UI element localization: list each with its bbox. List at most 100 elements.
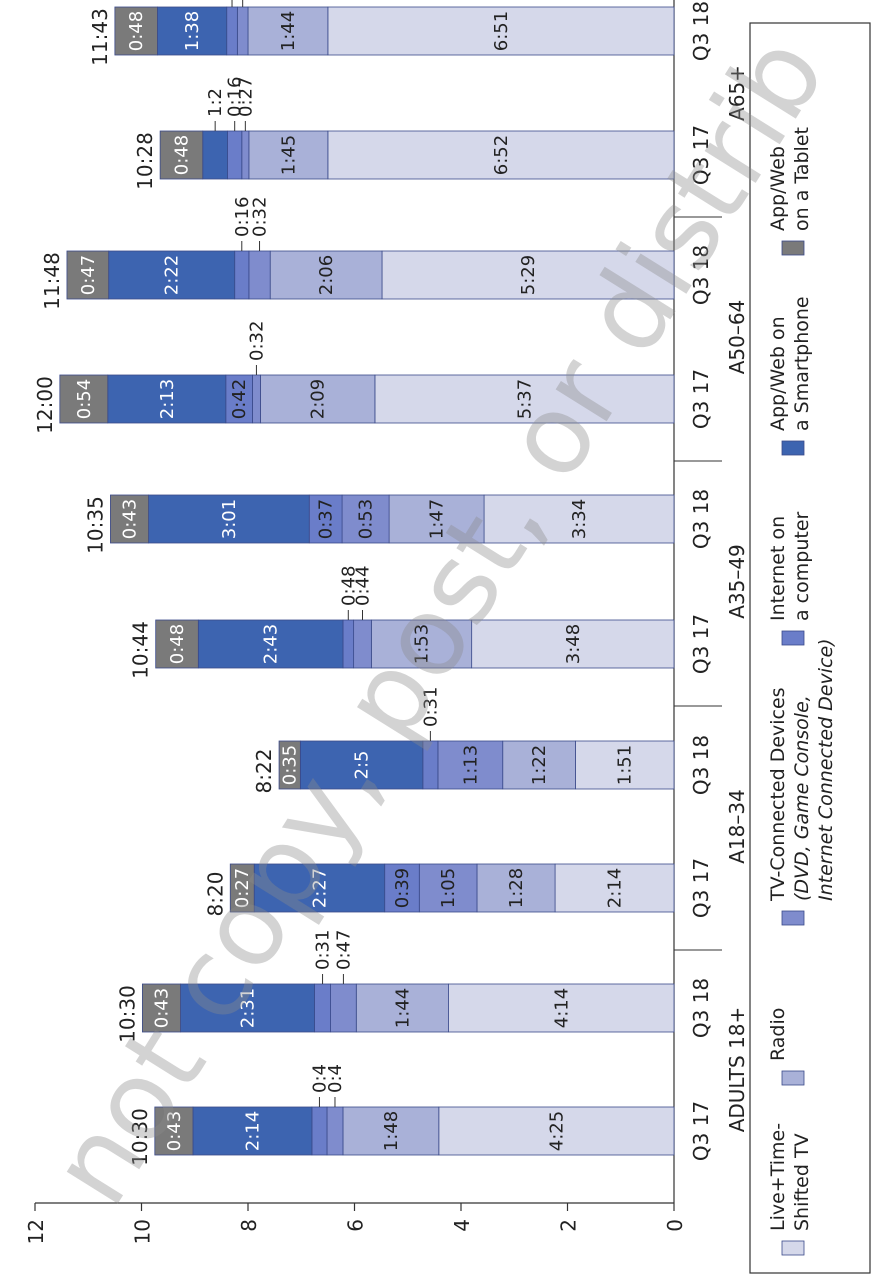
bar-total-label: 12:00 [33,376,57,434]
legend-box [749,22,871,1274]
bar-value-label: 2:22 [162,255,183,295]
bar-value-label: 2:14 [242,1111,263,1151]
legend-item: App/Web on a Tablet [767,127,813,256]
bar-value-label: 0:4 [325,1064,346,1093]
bar-value-label: 3:34 [569,499,590,539]
bar-value-label: 0:27 [232,868,253,908]
bar-stack: 4:25 1:48 0:40:4 2:14 0:43 10:30 [128,1064,675,1166]
bar-segment [159,130,204,180]
bar-segment [278,740,301,790]
group-label: ADULTS 18+ [725,1007,749,1133]
x-tick-label: Q3 17 [689,858,713,918]
bar-value-label: 0:16 [225,77,246,117]
bar-total-label: 10:28 [133,132,157,190]
bar-segment [227,130,243,180]
bar-value-label: 1:28 [506,868,527,908]
legend-label: App/Web on [767,316,789,431]
bar-total-label: 10:30 [128,1108,152,1166]
bar-value-label: 5:37 [514,379,535,419]
bar-total-label: 8:20 [203,872,227,917]
bar-value-label: 2:31 [238,988,259,1028]
bar-segment [234,250,250,300]
legend-label: (DVD, Game Console, [791,695,813,901]
bar-value-label: 0:47 [333,930,354,970]
bar-value-label: 2:06 [316,255,337,295]
bar-value-label: 1:45 [278,135,299,175]
bar-value-label: 3:01 [219,499,240,539]
bar-value-label: 0:31 [420,687,441,727]
bar-value-label: 5:29 [518,255,539,295]
x-tick-label: Q3 17 [689,369,713,429]
legend-swatch [781,1240,805,1256]
y-tick-label: 6 [344,1219,368,1232]
bar-value-label: 2:09 [308,379,329,419]
bar-total-label: 10:30 [115,985,139,1043]
bar-segment [155,619,199,669]
legend-swatch [781,240,805,256]
bar-value-label: 0:53 [356,499,377,539]
bar-value-label: 2:27 [309,868,330,908]
bar-value-label: 0:48 [338,566,359,606]
legend-item: Radio [767,1008,805,1086]
bar-segment [241,130,250,180]
bar-value-label: 4:14 [551,988,572,1028]
bar-value-label: 6:51 [491,11,512,51]
bar-value-label: 1:2 [205,88,226,117]
bar-value-label: 2:5 [352,751,373,780]
bar-segment [141,983,181,1033]
bar-segment [202,130,228,180]
bar-value-label: 0:16 [232,197,253,237]
legend-label: App/Web [767,146,789,231]
bar-segment [252,374,261,424]
chart-legend: Live+Time- Shifted TV Radio TV-Connected De… [749,22,871,1274]
bar-value-label: 2:14 [605,868,626,908]
group-label: A50–64 [725,300,749,375]
bar-value-label: 0:43 [164,1111,185,1151]
bar-value-label: 0:31 [313,930,334,970]
bar-value-label: 2:43 [261,624,282,664]
bar-total-label: 8:22 [252,749,276,794]
bar-value-label: 1:13 [460,745,481,785]
bar-segment [330,983,357,1033]
bar-value-label: 0:48 [171,135,192,175]
y-tick-label: 2 [557,1219,581,1232]
y-tick-label: 10 [131,1219,155,1244]
bar-value-label: 0:35 [280,745,301,785]
bar-stack: 4:14 1:44 0:470:31 2:31 0:43 10:30 [115,930,675,1043]
bar-value-label: 0:4 [309,1064,330,1093]
bar-value-label: 0:48 [167,624,188,664]
bar-value-label: 0:48 [126,11,147,51]
x-tick-label: Q3 17 [689,1101,713,1161]
y-tick-label: 0 [663,1219,687,1232]
bar-value-label: 6:52 [491,135,512,175]
legend-label: Internet on [767,516,789,621]
bar-value-label: 1:44 [278,11,299,51]
bar-value-label: 0:44 [352,566,373,606]
group-label: A35–49 [725,544,749,619]
bar-value-label: 1:22 [529,745,550,785]
bar-stack: 5:37 2:09 0:32 0:42 2:13 0:54 12:00 [33,321,675,434]
x-tick-label: Q3 17 [689,125,713,185]
bar-segment [229,863,255,913]
chart-groups: Q3 17 Q3 18 ADULTS 18+ Q3 17 Q3 18 A18–34 Q3 1… [674,1,749,1161]
legend-item: Internet on a computer [767,511,813,646]
legend-swatch [781,1070,805,1086]
bar-stack: 3:34 1:47 0:53 0:37 3:01 0:43 10:35 [83,494,675,554]
bar-value-label: 0:32 [250,197,271,237]
bar-segment [236,6,249,56]
bar-value-label: 1:38 [182,11,203,51]
bar-value-label: 1:47 [427,499,448,539]
x-tick-label: Q3 18 [689,489,713,549]
bar-value-label: 0:43 [151,988,172,1028]
bar-segment [59,374,109,424]
bar-value-label: 0:43 [120,499,141,539]
bar-value-label: 0:37 [316,499,337,539]
bar-total-label: 10:44 [129,621,153,679]
bar-segment [114,6,158,56]
bar-total-label: 11:48 [40,252,64,310]
bar-value-label: 0:39 [392,868,413,908]
bar-stack: 1:51 1:22 1:13 0:31 2:5 0:358:22 [252,687,675,794]
